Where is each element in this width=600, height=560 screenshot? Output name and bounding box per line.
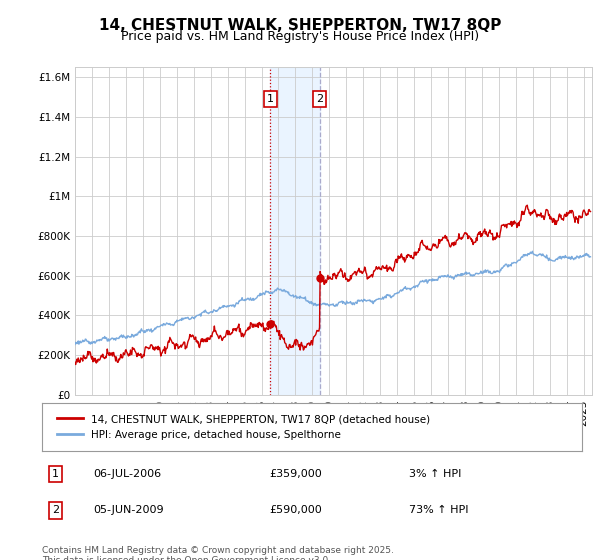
Text: 05-JUN-2009: 05-JUN-2009: [94, 505, 164, 515]
Text: Price paid vs. HM Land Registry's House Price Index (HPI): Price paid vs. HM Land Registry's House …: [121, 30, 479, 43]
Text: £590,000: £590,000: [269, 505, 322, 515]
Text: 06-JUL-2006: 06-JUL-2006: [94, 469, 161, 479]
Text: £359,000: £359,000: [269, 469, 322, 479]
Text: 2: 2: [316, 94, 323, 104]
Text: 1: 1: [52, 469, 59, 479]
Text: 3% ↑ HPI: 3% ↑ HPI: [409, 469, 461, 479]
Legend: 14, CHESTNUT WALK, SHEPPERTON, TW17 8QP (detached house), HPI: Average price, de: 14, CHESTNUT WALK, SHEPPERTON, TW17 8QP …: [53, 410, 434, 444]
Text: Contains HM Land Registry data © Crown copyright and database right 2025.
This d: Contains HM Land Registry data © Crown c…: [42, 546, 394, 560]
Text: 73% ↑ HPI: 73% ↑ HPI: [409, 505, 469, 515]
Text: 14, CHESTNUT WALK, SHEPPERTON, TW17 8QP: 14, CHESTNUT WALK, SHEPPERTON, TW17 8QP: [99, 18, 501, 33]
Text: 2: 2: [52, 505, 59, 515]
Text: 1: 1: [267, 94, 274, 104]
Bar: [271, 67, 320, 395]
